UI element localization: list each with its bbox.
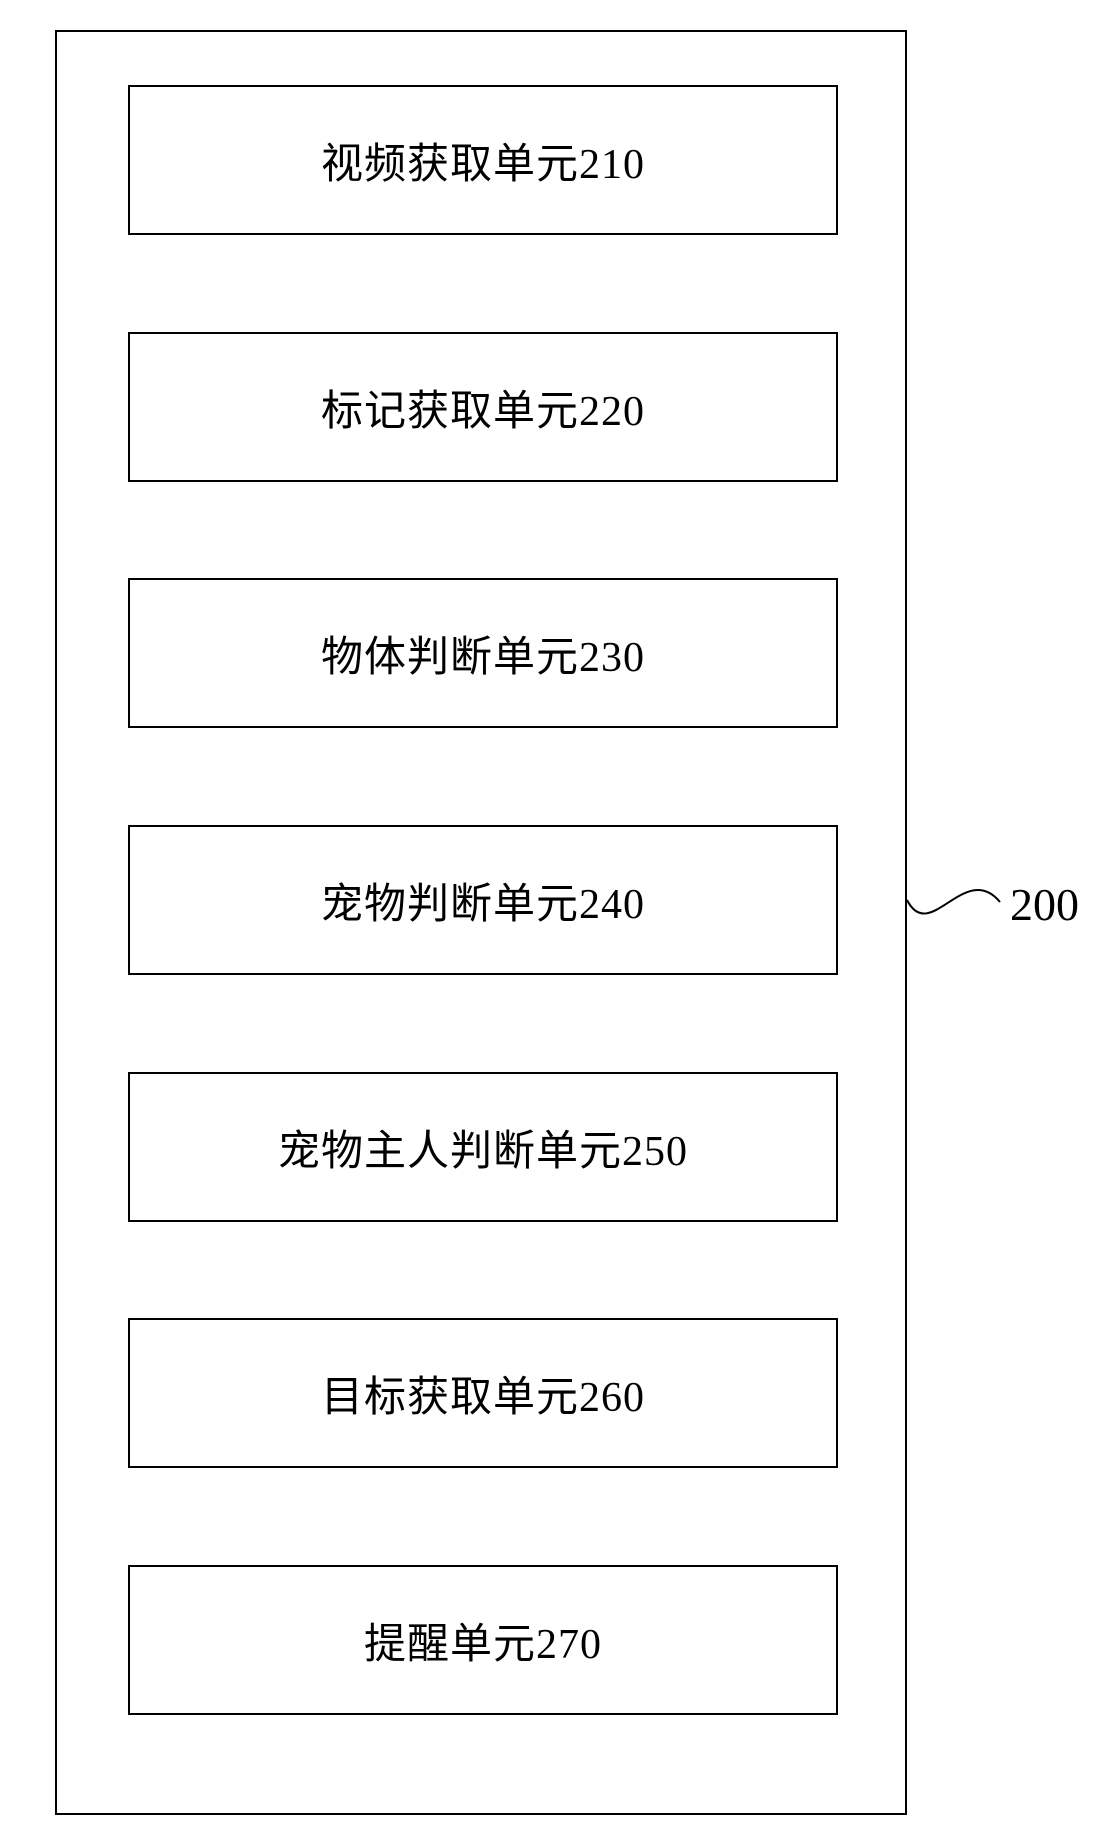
reference-leader: [0, 0, 1117, 1842]
reference-label: 200: [1010, 878, 1079, 931]
